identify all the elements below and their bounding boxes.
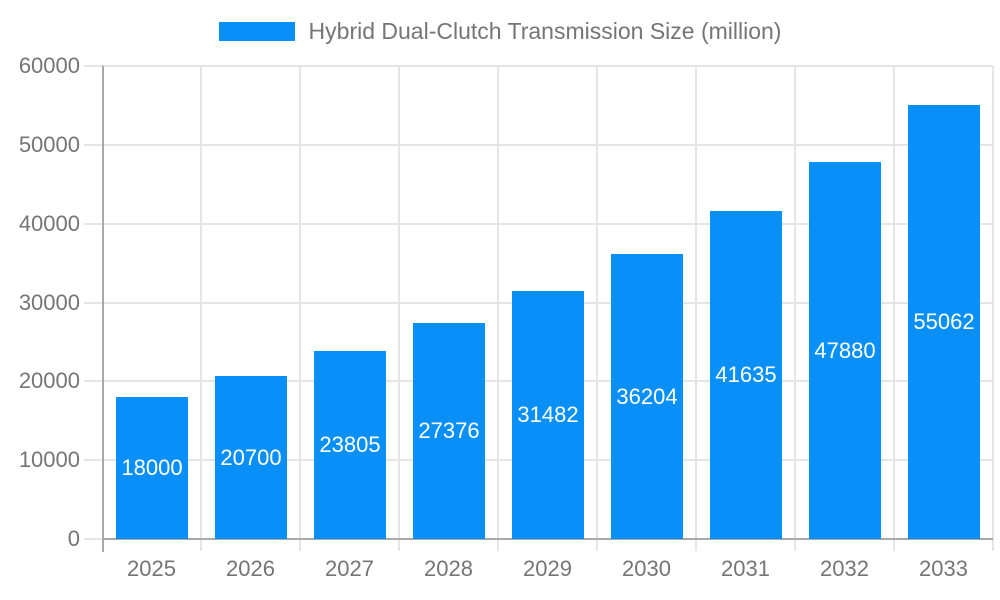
- x-tick-label: 2028: [424, 556, 473, 581]
- h-gridline: [84, 222, 993, 225]
- v-gridline: [200, 66, 202, 551]
- x-tick-label: 2027: [325, 556, 374, 581]
- bar-2027: 23805: [314, 351, 386, 539]
- v-gridline: [596, 66, 598, 551]
- bar-2029: 31482: [512, 291, 584, 539]
- x-tick-label: 2032: [820, 556, 869, 581]
- legend-label: Hybrid Dual-Clutch Transmission Size (mi…: [308, 17, 782, 44]
- h-gridline: [84, 65, 993, 67]
- v-gridline: [695, 66, 697, 551]
- bar-2030: 36204: [611, 254, 683, 539]
- bar-2033: 55062: [908, 105, 980, 539]
- bar-2032: 47880: [809, 162, 881, 539]
- y-tick-label: 40000: [18, 210, 80, 236]
- x-axis-line: [102, 538, 993, 540]
- x-tick-label: 2031: [721, 556, 770, 581]
- h-gridline: [84, 143, 993, 146]
- bar-value-label: 27376: [418, 418, 480, 443]
- bar-value-label: 20700: [220, 444, 282, 470]
- plot-area: 18000 20700 23805 27376 31482 36204 41635 47880…: [84, 65, 994, 552]
- v-gridline: [992, 66, 994, 551]
- bar-value-label: 18000: [121, 455, 183, 480]
- y-tick-label: 0: [67, 526, 80, 551]
- y-axis-line: [102, 66, 104, 552]
- bar-value-label: 47880: [814, 337, 876, 363]
- x-tick-label: 2025: [127, 556, 176, 581]
- bar-2028: 27376: [413, 323, 485, 539]
- bar-value-label: 36204: [616, 383, 678, 409]
- bar-2025: 18000: [116, 397, 188, 539]
- bar-value-label: 31482: [517, 402, 579, 427]
- bar-2031: 41635: [710, 211, 782, 539]
- v-gridline: [893, 66, 895, 551]
- y-tick-label: 20000: [18, 368, 80, 394]
- legend: Hybrid Dual-Clutch Transmission Size (mi…: [0, 12, 1000, 50]
- v-gridline: [497, 66, 499, 551]
- y-tick-label: 60000: [18, 53, 80, 78]
- bar-value-label: 41635: [715, 362, 777, 387]
- legend-swatch: [218, 21, 295, 41]
- bar-value-label: 55062: [913, 309, 975, 334]
- x-tick-label: 2029: [523, 556, 572, 581]
- v-gridline: [299, 66, 301, 551]
- bar-2026: 20700: [215, 376, 287, 539]
- y-tick-label: 30000: [18, 289, 80, 315]
- bar-value-label: 23805: [319, 432, 381, 457]
- v-gridline: [398, 66, 400, 551]
- x-tick-label: 2030: [622, 556, 671, 581]
- y-tick-label: 50000: [18, 131, 80, 157]
- x-tick-label: 2033: [919, 556, 968, 581]
- v-gridline: [794, 66, 796, 551]
- y-tick-label: 10000: [18, 447, 80, 473]
- x-tick-label: 2026: [226, 556, 275, 581]
